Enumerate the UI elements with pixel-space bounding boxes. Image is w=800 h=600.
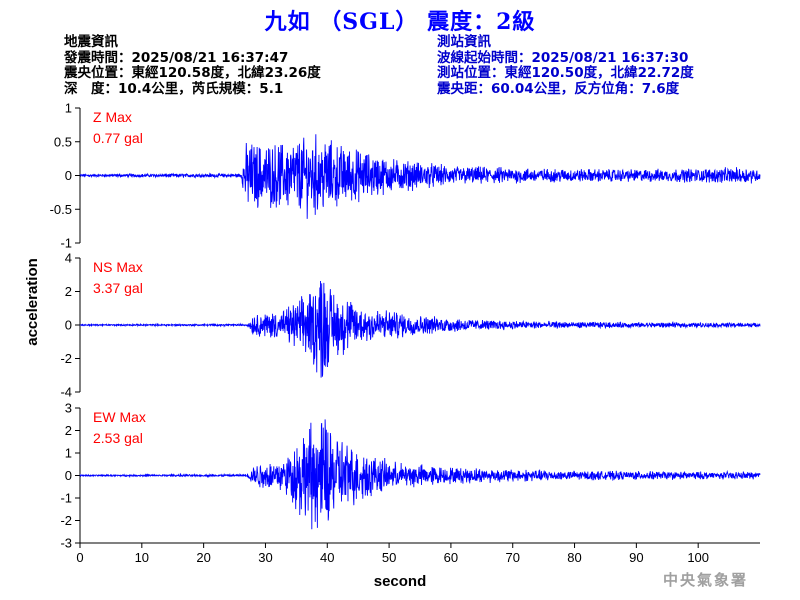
y-tick-label: 4 [65,251,72,266]
x-tick-label: 70 [505,550,519,565]
panel-z: 1 0.5 0 -0.5 -1 Z Max 0.77 gal [50,101,761,251]
station-info-header: 測站資訊 [437,34,491,50]
panel-max-label: EW Max [93,409,146,425]
panel-max-value: 3.37 gal [93,280,143,296]
trace-ew [79,419,761,530]
station-distance-azimuth: 震央距：60.04公里，反方位角：7.6度 [437,80,680,97]
panel-max-label: Z Max [93,109,132,125]
event-origin-time: 發震時間：2025/08/21 16:37:47 [64,49,289,66]
event-info: 地震資訊 發震時間：2025/08/21 16:37:47 震央位置：東經120… [64,34,321,97]
y-axis-label: acceleration [24,258,41,346]
y-tick-label: 0 [65,168,72,183]
panel-max-value: 2.53 gal [93,430,143,446]
x-tick-label: 80 [567,550,581,565]
x-tick-label: 50 [382,550,396,565]
y-tick-label: -2 [60,351,72,366]
y-tick-label: -2 [60,513,72,528]
panel-max-value: 0.77 gal [93,130,143,146]
trace-z [79,134,761,219]
cwa-logo: 中央氣象署 [662,571,748,589]
y-tick-label: 0.5 [54,134,72,149]
x-tick-label: 30 [258,550,272,565]
y-tick-label: 0 [65,468,72,483]
y-tick-label: 0 [65,318,72,333]
y-tick-label: 1 [65,446,72,461]
station-location: 測站位置：東經120.50度，北緯22.72度 [437,65,694,81]
panel-ew: 3 2 1 0 -1 -2 -3 EW Max 2.53 gal [60,401,761,551]
y-tick-label: -1 [60,236,72,251]
x-tick-label: 100 [687,550,709,565]
y-tick-label: 2 [65,423,72,438]
y-tick-label: -1 [60,491,72,506]
panel-ns: 4 2 0 -2 -4 NS Max 3.37 gal [60,251,761,400]
x-tick-label: 20 [196,550,210,565]
x-tick-label: 60 [444,550,458,565]
event-info-header: 地震資訊 [64,34,118,50]
y-tick-label: 1 [65,101,72,116]
event-depth-magnitude: 深 度：10.4公里，芮氏規模：5.1 [64,80,284,97]
y-tick-label: -0.5 [50,202,72,217]
chart-title: 九如 （SGL） 震度：2級 [264,9,536,35]
x-tick-label: 90 [629,550,643,565]
x-tick-label: 0 [76,550,83,565]
y-tick-label: -3 [60,536,72,551]
x-axis-label: second [374,573,427,590]
event-epicenter: 震央位置：東經120.58度，北緯23.26度 [64,65,321,81]
x-tick-label: 10 [135,550,149,565]
station-wave-start: 波線起始時間：2025/08/21 16:37:30 [437,49,689,66]
x-tick-label: 40 [320,550,334,565]
station-info: 測站資訊 波線起始時間：2025/08/21 16:37:30 測站位置：東經1… [437,34,694,97]
trace-ns [79,281,761,378]
panel-max-label: NS Max [93,259,143,275]
y-tick-label: 2 [65,284,72,299]
y-tick-label: -4 [60,385,72,400]
y-tick-label: 3 [65,401,72,416]
